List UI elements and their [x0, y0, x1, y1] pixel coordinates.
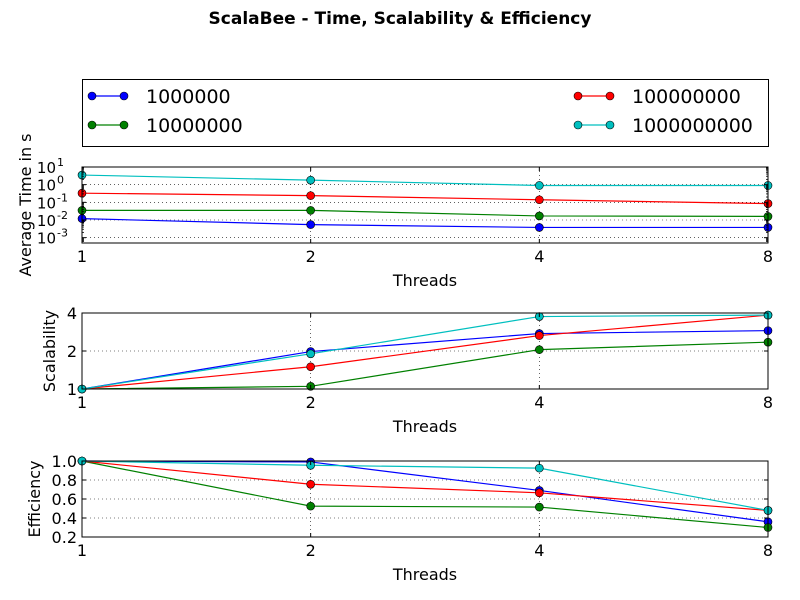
legend-marker-1000000000	[605, 120, 615, 130]
legend-marker-100000000	[605, 91, 615, 101]
series-line-100000000	[81, 314, 769, 390]
efficiency-panel: 1 2 4 8 0.20.40.60.81.0 Threads Efficiency	[25, 452, 773, 584]
y-tick-exponent: -3	[57, 227, 68, 240]
x-tick-label: 8	[763, 247, 773, 266]
legend-marker-1000000	[87, 91, 97, 101]
y-axis-label: Average Time in s	[16, 133, 35, 276]
series-10000000	[77, 337, 773, 394]
legend-marker-10000000	[119, 120, 129, 130]
legend-label-10000000: 10000000	[146, 115, 243, 137]
y-tick-label: 2	[67, 342, 77, 361]
data-point-10000000-2	[306, 206, 315, 215]
legend-label-1000000: 1000000	[146, 86, 231, 108]
data-point-10000000-4	[535, 345, 544, 354]
y-tick-exponent: -2	[57, 209, 68, 222]
x-axis-label: Threads	[392, 271, 457, 290]
axes-frame	[81, 460, 769, 538]
series-line-1000000	[81, 330, 769, 390]
series-line-10000000	[82, 209, 769, 218]
y-tick-label: 10	[37, 194, 56, 212]
legend: 1000000 10000000 100000000 1000000000	[82, 79, 769, 147]
data-point-100000000-4	[535, 331, 544, 340]
y-tick-label: 10	[37, 177, 56, 195]
data-point-1000000000-2	[306, 175, 315, 185]
data-point-1000000-4	[535, 223, 544, 232]
series-1000000	[77, 326, 773, 394]
data-point-1000000000-4	[535, 463, 544, 473]
data-point-100000000-4	[535, 488, 544, 498]
legend-marker-100000000	[573, 91, 583, 101]
x-tick-label: 4	[534, 247, 544, 266]
y-tick-label: 0.4	[52, 509, 77, 528]
data-point-1000000000-2	[306, 349, 315, 359]
grid	[82, 461, 768, 537]
y-tick-label: 4	[67, 304, 77, 323]
series-1000000000	[77, 170, 773, 190]
x-tick-label: 2	[306, 541, 316, 560]
x-tick-label: 1	[77, 541, 87, 560]
series-100000000	[77, 456, 773, 515]
y-tick-label: 10	[37, 212, 56, 230]
y-tick-label: 0.6	[52, 490, 77, 509]
series-100000000	[77, 310, 773, 394]
y-tick-label: 1	[67, 380, 77, 399]
series-line-1000000000	[81, 174, 768, 187]
legend-marker-10000000	[87, 120, 97, 130]
x-axis-label: Threads	[392, 417, 457, 436]
series-1000000000	[77, 310, 773, 394]
series-line-100000000	[81, 460, 769, 511]
y-tick-label: 0.8	[52, 471, 77, 490]
x-tick-label: 4	[534, 393, 544, 412]
x-tick-label: 2	[306, 393, 316, 412]
series-10000000	[77, 456, 773, 532]
legend-frame	[82, 79, 769, 147]
data-point-10000000-4	[535, 502, 544, 512]
data-point-10000000-4	[535, 211, 544, 221]
x-tick-label: 1	[77, 393, 87, 412]
legend-marker-1000000	[119, 91, 129, 101]
x-axis-label: Threads	[392, 565, 457, 584]
grid	[82, 313, 768, 389]
x-tick-label: 4	[534, 541, 544, 560]
axes-frame	[81, 166, 769, 244]
series-line-1000000000	[81, 460, 769, 511]
series-line-1000000	[81, 218, 768, 229]
data-point-100000000-2	[306, 479, 315, 489]
x-tick-label: 1	[77, 247, 87, 266]
y-tick-label: 10	[37, 230, 56, 248]
data-point-100000000-2	[306, 191, 315, 200]
y-tick-label: 0.2	[52, 528, 77, 547]
data-point-10000000-2	[306, 501, 315, 511]
x-tick-label: 8	[763, 541, 773, 560]
series-line-10000000	[81, 341, 769, 390]
data-point-100000000-2	[306, 362, 315, 372]
data-point-1000000-2	[306, 220, 315, 229]
series-10000000	[77, 206, 773, 221]
x-tick-label: 8	[763, 393, 773, 412]
legend-label-1000000000: 1000000000	[632, 115, 753, 137]
x-tick-label: 2	[306, 247, 316, 266]
series-line-100000000	[81, 192, 769, 205]
y-tick-label: 1.0	[52, 452, 77, 471]
legend-label-100000000: 100000000	[632, 86, 741, 108]
y-tick-label: 10	[37, 159, 56, 177]
figure-title: ScalaBee - Time, Scalability & Efficienc…	[208, 9, 592, 29]
y-axis-label: Scalability	[40, 310, 59, 392]
y-tick-exponent: 1	[57, 156, 64, 169]
series-line-10000000	[81, 460, 769, 529]
series-100000000	[77, 188, 773, 208]
series-1000000000	[77, 456, 773, 515]
legend-marker-1000000000	[573, 120, 583, 130]
data-point-100000000-4	[535, 195, 544, 205]
y-tick-exponent: -1	[57, 191, 68, 204]
y-tick-exponent: 0	[57, 174, 64, 187]
grid	[82, 167, 768, 243]
series-1000000	[77, 214, 773, 232]
y-axis-label: Efficiency	[25, 460, 44, 537]
data-point-1000000000-4	[535, 181, 544, 190]
series-line-1000000000	[81, 314, 769, 390]
